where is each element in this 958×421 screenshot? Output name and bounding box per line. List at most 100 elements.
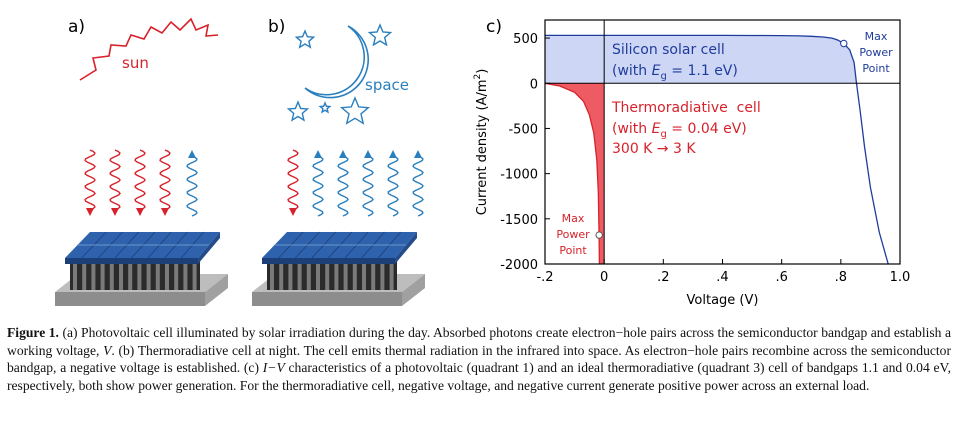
panel-front [262,258,395,264]
fin [146,262,151,290]
fin [137,262,142,290]
y-tick-label: 500 [513,32,538,47]
y-tick-label: -2000 [500,258,538,273]
fin [352,262,357,290]
fin [297,262,302,290]
caption-text: characteristics of a photovoltaic (quadr… [7,360,951,393]
photon-wave [287,149,299,211]
curve [545,82,601,264]
star [294,29,316,49]
star [367,23,393,47]
sub-part: g [660,71,666,82]
series-label: Silicon solar cell [612,42,725,58]
space-label: space [365,76,409,94]
illustrations [55,23,425,306]
caption: Figure 1. (a) Photovoltaic cell illumina… [7,324,951,394]
fin [73,262,77,290]
fin [91,262,96,290]
y-tick-label: -1500 [500,213,538,228]
panel-label: a) [68,17,85,37]
series-subtitle: (with Eg = 0.04 eV) [612,121,747,140]
caption-text: V [103,342,112,358]
arrow-head [414,150,422,158]
photon-wave [134,149,146,211]
arrow-head [188,150,196,158]
y-tick-label: -500 [508,122,538,137]
photon-wave [362,155,374,217]
sub-part: E [652,121,661,137]
base-side [205,274,228,306]
series-subtitle: (with Eg = 1.1 eV) [612,63,738,82]
caption-label: Figure 1. [7,325,59,340]
sub-part: E [652,63,661,79]
base-front [55,292,205,306]
base-front [252,292,402,306]
fin [380,262,385,290]
solar-cell [252,231,425,306]
x-axis-label: Voltage (V) [687,293,759,308]
arrow-head [389,150,397,158]
fin [100,262,105,290]
star [286,100,310,122]
arrow-head [86,208,94,216]
photon-wave [186,155,198,217]
photon-wave [412,155,424,217]
caption-text: I−V [262,360,285,376]
x-tick-label: .6 [775,270,787,285]
sub-part: = 0.04 eV) [667,121,747,137]
sub-part: g [660,129,666,140]
y-label-part: Current density (A/m [475,80,490,216]
x-tick-label: .4 [716,270,728,285]
photon-wave [337,155,349,217]
fin [119,262,123,290]
fin [183,262,188,290]
fin [288,262,293,290]
fin [192,262,197,290]
mpp-label: Max [562,212,585,225]
panel-front [65,258,198,264]
plot [545,34,889,264]
solar-cell [55,231,228,306]
panel-label: c) [486,17,502,37]
fin [155,262,160,290]
x-tick-label: -.2 [536,270,553,285]
y-tick-label: 0 [530,77,538,92]
star [339,96,371,125]
y-axis-label: Current density (A/m2) [473,69,490,216]
fin [362,262,366,290]
fin [270,262,274,290]
fin [109,262,114,290]
sun-label: sun [122,54,149,72]
mpp-label: Power [556,228,590,241]
arrow-head [161,208,169,216]
arrow-head [339,150,347,158]
moon [304,25,370,99]
fin [128,262,133,290]
y-tick-label: -1000 [500,168,538,183]
sun-rays [79,17,219,81]
sub-part: (with [612,63,652,79]
photon-wave [312,155,324,217]
x-tick-label: .8 [835,270,847,285]
x-tick-label: 1.0 [890,270,911,285]
mpp-label: Point [862,62,890,75]
fin [325,262,330,290]
fin [334,262,339,290]
curve [545,34,889,264]
chart: 500 0 -500 -1000 -1500 -2000-.2 0 .2 .4 .6 .8 1.0 Vo… [473,19,911,308]
area-fill [545,35,857,84]
photon-wave [84,149,96,211]
x-tick-label: .2 [657,270,669,285]
photon-wave [109,149,121,211]
panel-side [395,232,417,264]
mpp-marker [840,39,848,48]
figure: a) b) c) sun space 500 0 -500 -1000 -1500 -20… [55,17,911,308]
fin [316,262,320,290]
y-label-sup: 2 [473,74,483,80]
fin [279,262,284,290]
photon-wave [159,149,171,211]
arrow-head [111,208,119,216]
y-label-part: ) [475,69,490,74]
fin [389,262,394,290]
